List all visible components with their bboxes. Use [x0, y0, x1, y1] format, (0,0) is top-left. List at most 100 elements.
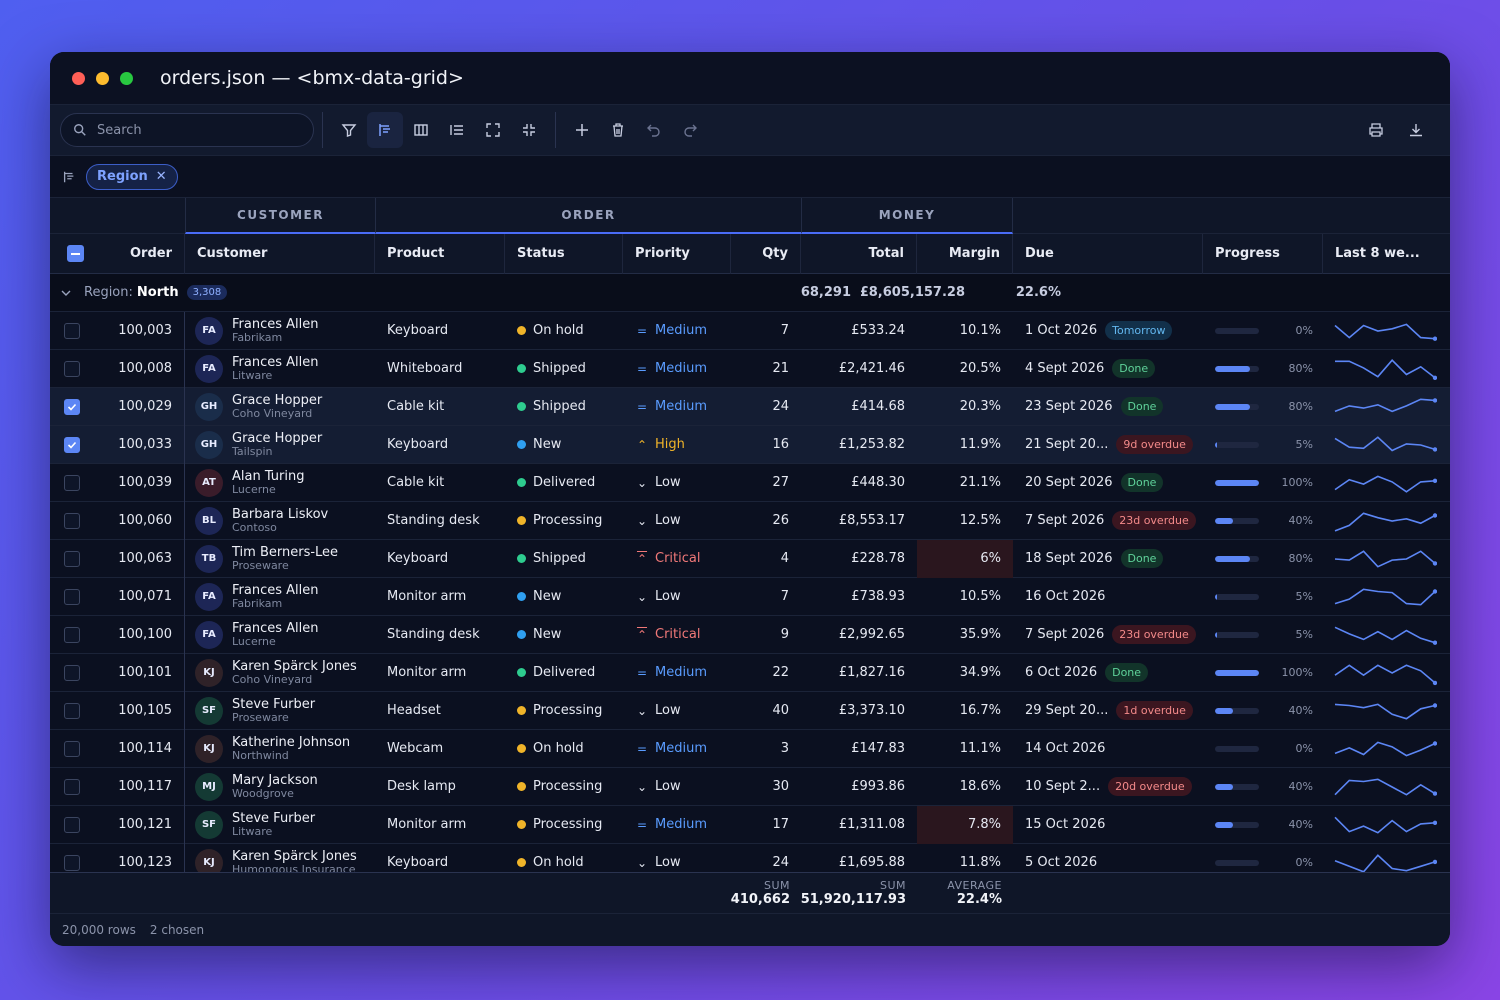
header-total[interactable]: Total — [801, 233, 917, 274]
chevron-down-icon[interactable] — [60, 287, 72, 299]
priority-cell[interactable]: ⌃ Critical — [623, 616, 731, 654]
row-checkbox[interactable] — [50, 616, 86, 654]
density-button[interactable] — [439, 112, 475, 148]
priority-cell[interactable]: ⌃ Critical — [623, 540, 731, 578]
priority-cell[interactable]: = Medium — [623, 806, 731, 844]
product-cell[interactable]: Keyboard — [387, 855, 449, 870]
total-cell[interactable]: £3,373.10 — [838, 703, 905, 718]
row-checkbox[interactable] — [50, 768, 86, 806]
select-all-checkbox[interactable] — [50, 234, 86, 274]
download-button[interactable] — [1398, 112, 1434, 148]
header-due[interactable]: Due — [1013, 233, 1203, 274]
row-checkbox[interactable] — [50, 806, 86, 844]
table-row[interactable]: 100,121 SF Steve Furber Litware Monitor arm P… — [50, 805, 1450, 844]
chip-remove-icon[interactable]: ✕ — [155, 169, 167, 184]
product-cell[interactable]: Keyboard — [387, 551, 449, 566]
row-checkbox[interactable] — [50, 502, 86, 540]
margin-cell[interactable]: 10.5% — [959, 589, 1001, 604]
product-cell[interactable]: Webcam — [387, 741, 444, 756]
total-cell[interactable]: £8,553.17 — [838, 513, 905, 528]
undo-button[interactable] — [636, 112, 672, 148]
priority-cell[interactable]: = Medium — [623, 350, 731, 388]
customer-cell[interactable]: KJ Karen Spärck Jones Humongous Insurance — [185, 844, 375, 872]
status-cell[interactable]: Processing — [505, 692, 623, 730]
close-window-button[interactable] — [72, 71, 85, 85]
total-cell[interactable]: £2,421.46 — [838, 361, 905, 376]
print-button[interactable] — [1358, 112, 1394, 148]
due-cell[interactable]: 15 Oct 2026 — [1013, 806, 1203, 844]
qty-cell[interactable]: 17 — [772, 817, 789, 832]
priority-cell[interactable]: ⌄ Low — [623, 578, 731, 616]
due-cell[interactable]: 16 Oct 2026 — [1013, 578, 1203, 616]
qty-cell[interactable]: 9 — [780, 627, 789, 642]
product-cell[interactable]: Desk lamp — [387, 779, 456, 794]
total-cell[interactable]: £993.86 — [851, 779, 905, 794]
margin-cell[interactable]: 18.6% — [959, 779, 1001, 794]
qty-cell[interactable]: 3 — [780, 741, 789, 756]
qty-cell[interactable]: 30 — [772, 779, 789, 794]
qty-cell[interactable]: 24 — [772, 855, 789, 870]
status-cell[interactable]: Shipped — [505, 388, 623, 426]
group-button[interactable] — [367, 112, 403, 148]
product-cell[interactable]: Whiteboard — [387, 361, 463, 376]
header-order[interactable]: Order — [86, 233, 185, 274]
table-row[interactable]: 100,100 FA Frances Allen Lucerne Standing de… — [50, 615, 1450, 654]
status-cell[interactable]: On hold — [505, 844, 623, 873]
status-cell[interactable]: Processing — [505, 806, 623, 844]
table-row[interactable]: 100,029 GH Grace Hopper Coho Vineyard Cable … — [50, 387, 1450, 426]
customer-cell[interactable]: MJ Mary Jackson Woodgrove — [185, 768, 375, 806]
priority-cell[interactable]: = Medium — [623, 388, 731, 426]
delete-button[interactable] — [600, 112, 636, 148]
header-qty[interactable]: Qty — [731, 233, 801, 274]
priority-cell[interactable]: ⌄ Low — [623, 768, 731, 806]
product-cell[interactable]: Standing desk — [387, 627, 480, 642]
table-row[interactable]: 100,008 FA Frances Allen Litware Whiteboard S… — [50, 349, 1450, 388]
due-cell[interactable]: 6 Oct 2026 Done — [1013, 654, 1203, 692]
customer-cell[interactable]: FA Frances Allen Litware — [185, 350, 375, 388]
margin-cell[interactable]: 35.9% — [959, 627, 1001, 642]
product-cell[interactable]: Monitor arm — [387, 589, 467, 604]
margin-cell[interactable]: 12.5% — [959, 513, 1001, 528]
total-cell[interactable]: £414.68 — [851, 399, 905, 414]
due-cell[interactable]: 7 Sept 2026 23d overdue — [1013, 616, 1203, 654]
header-product[interactable]: Product — [375, 233, 505, 274]
qty-cell[interactable]: 7 — [780, 323, 789, 338]
margin-cell[interactable]: 6% — [917, 539, 1013, 578]
priority-cell[interactable]: ⌄ Low — [623, 692, 731, 730]
product-cell[interactable]: Cable kit — [387, 475, 445, 490]
product-cell[interactable]: Standing desk — [387, 513, 480, 528]
status-cell[interactable]: New — [505, 578, 623, 616]
row-checkbox[interactable] — [50, 312, 86, 350]
priority-cell[interactable]: = Medium — [623, 654, 731, 692]
status-cell[interactable]: On hold — [505, 312, 623, 350]
product-cell[interactable]: Keyboard — [387, 323, 449, 338]
search-input[interactable]: Search — [60, 113, 314, 147]
margin-cell[interactable]: 11.8% — [959, 855, 1001, 870]
total-cell[interactable]: £147.83 — [851, 741, 905, 756]
table-row[interactable]: 100,123 KJ Karen Spärck Jones Humongous Ins… — [50, 843, 1450, 873]
total-cell[interactable]: £228.78 — [851, 551, 905, 566]
margin-cell[interactable]: 20.5% — [959, 361, 1001, 376]
due-cell[interactable]: 21 Sept 20... 9d overdue — [1013, 426, 1203, 464]
group-row-north[interactable]: Region: North 3,308 68,291 £8,605,157.28… — [50, 274, 1450, 312]
header-priority[interactable]: Priority — [623, 233, 731, 274]
region-group-chip[interactable]: Region ✕ — [86, 163, 178, 190]
row-checkbox[interactable] — [50, 578, 86, 616]
filter-button[interactable] — [331, 112, 367, 148]
row-checkbox[interactable] — [50, 388, 86, 426]
customer-cell[interactable]: FA Frances Allen Fabrikam — [185, 578, 375, 616]
customer-cell[interactable]: AT Alan Turing Lucerne — [185, 464, 375, 502]
due-cell[interactable]: 18 Sept 2026 Done — [1013, 540, 1203, 578]
qty-cell[interactable]: 7 — [780, 589, 789, 604]
table-row[interactable]: 100,063 TB Tim Berners-Lee Proseware Keyboar… — [50, 539, 1450, 578]
redo-button[interactable] — [672, 112, 708, 148]
status-cell[interactable]: Shipped — [505, 540, 623, 578]
row-checkbox[interactable] — [50, 350, 86, 388]
status-cell[interactable]: Delivered — [505, 654, 623, 692]
table-row[interactable]: 100,114 KJ Katherine Johnson Northwind Webca… — [50, 729, 1450, 768]
row-checkbox[interactable] — [50, 730, 86, 768]
row-checkbox[interactable] — [50, 692, 86, 730]
row-checkbox[interactable] — [50, 426, 86, 464]
due-cell[interactable]: 23 Sept 2026 Done — [1013, 388, 1203, 426]
margin-cell[interactable]: 34.9% — [959, 665, 1001, 680]
